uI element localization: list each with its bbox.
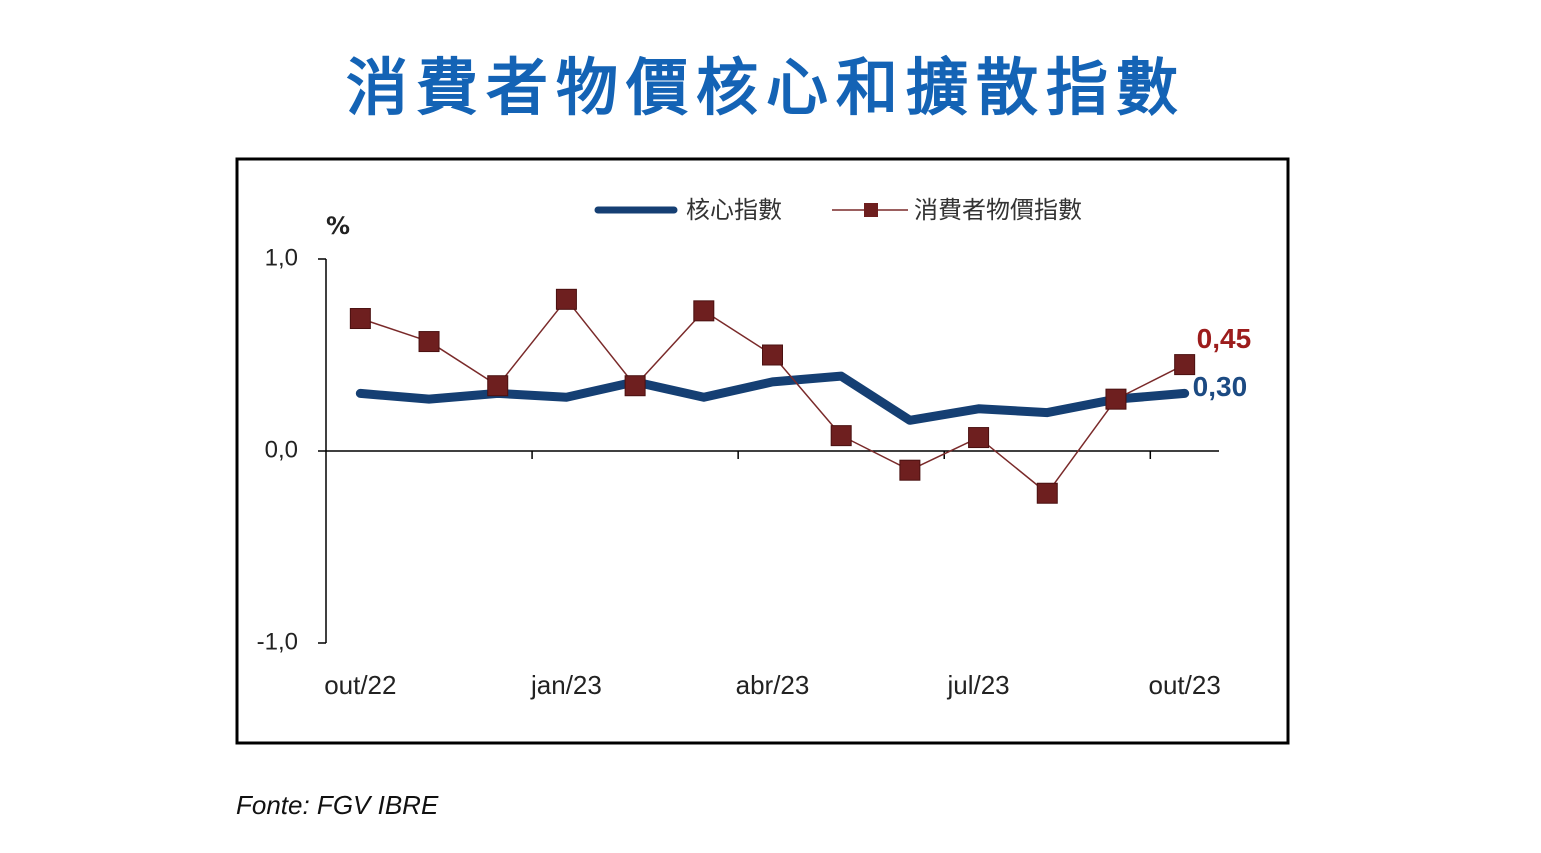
value-label: 0,45: [1197, 323, 1252, 354]
marker: [830, 425, 852, 447]
y-tick-label: 1,0: [265, 244, 298, 271]
y-tick-label: 0,0: [265, 436, 298, 463]
marker: [555, 288, 577, 310]
chart-title: 消費者物價核心和擴散指數: [346, 51, 1186, 124]
marker: [762, 344, 783, 366]
y-tick-label: -1,0: [257, 628, 298, 655]
legend-marker: [864, 203, 878, 217]
marker: [693, 300, 715, 322]
source: Fonte: FGV IBRE: [236, 790, 439, 820]
marker: [968, 427, 990, 449]
x-tick-label: abr/23: [736, 670, 810, 700]
marker: [624, 375, 646, 397]
x-tick-label: out/22: [324, 670, 396, 700]
marker: [418, 331, 440, 353]
marker: [1036, 482, 1058, 504]
x-tick-label: jul/23: [946, 670, 1009, 700]
marker: [349, 308, 371, 330]
x-tick-label: out/23: [1149, 670, 1221, 700]
y-axis-label: %: [326, 212, 350, 240]
value-label: 0,30: [1193, 371, 1248, 402]
legend-label: 消費者物價指數: [914, 196, 1082, 224]
marker: [1174, 354, 1196, 376]
legend-label: 核心指數: [686, 196, 782, 224]
x-tick-label: jan/23: [530, 670, 602, 700]
marker: [899, 459, 921, 481]
marker: [1105, 388, 1127, 410]
marker: [487, 375, 509, 397]
